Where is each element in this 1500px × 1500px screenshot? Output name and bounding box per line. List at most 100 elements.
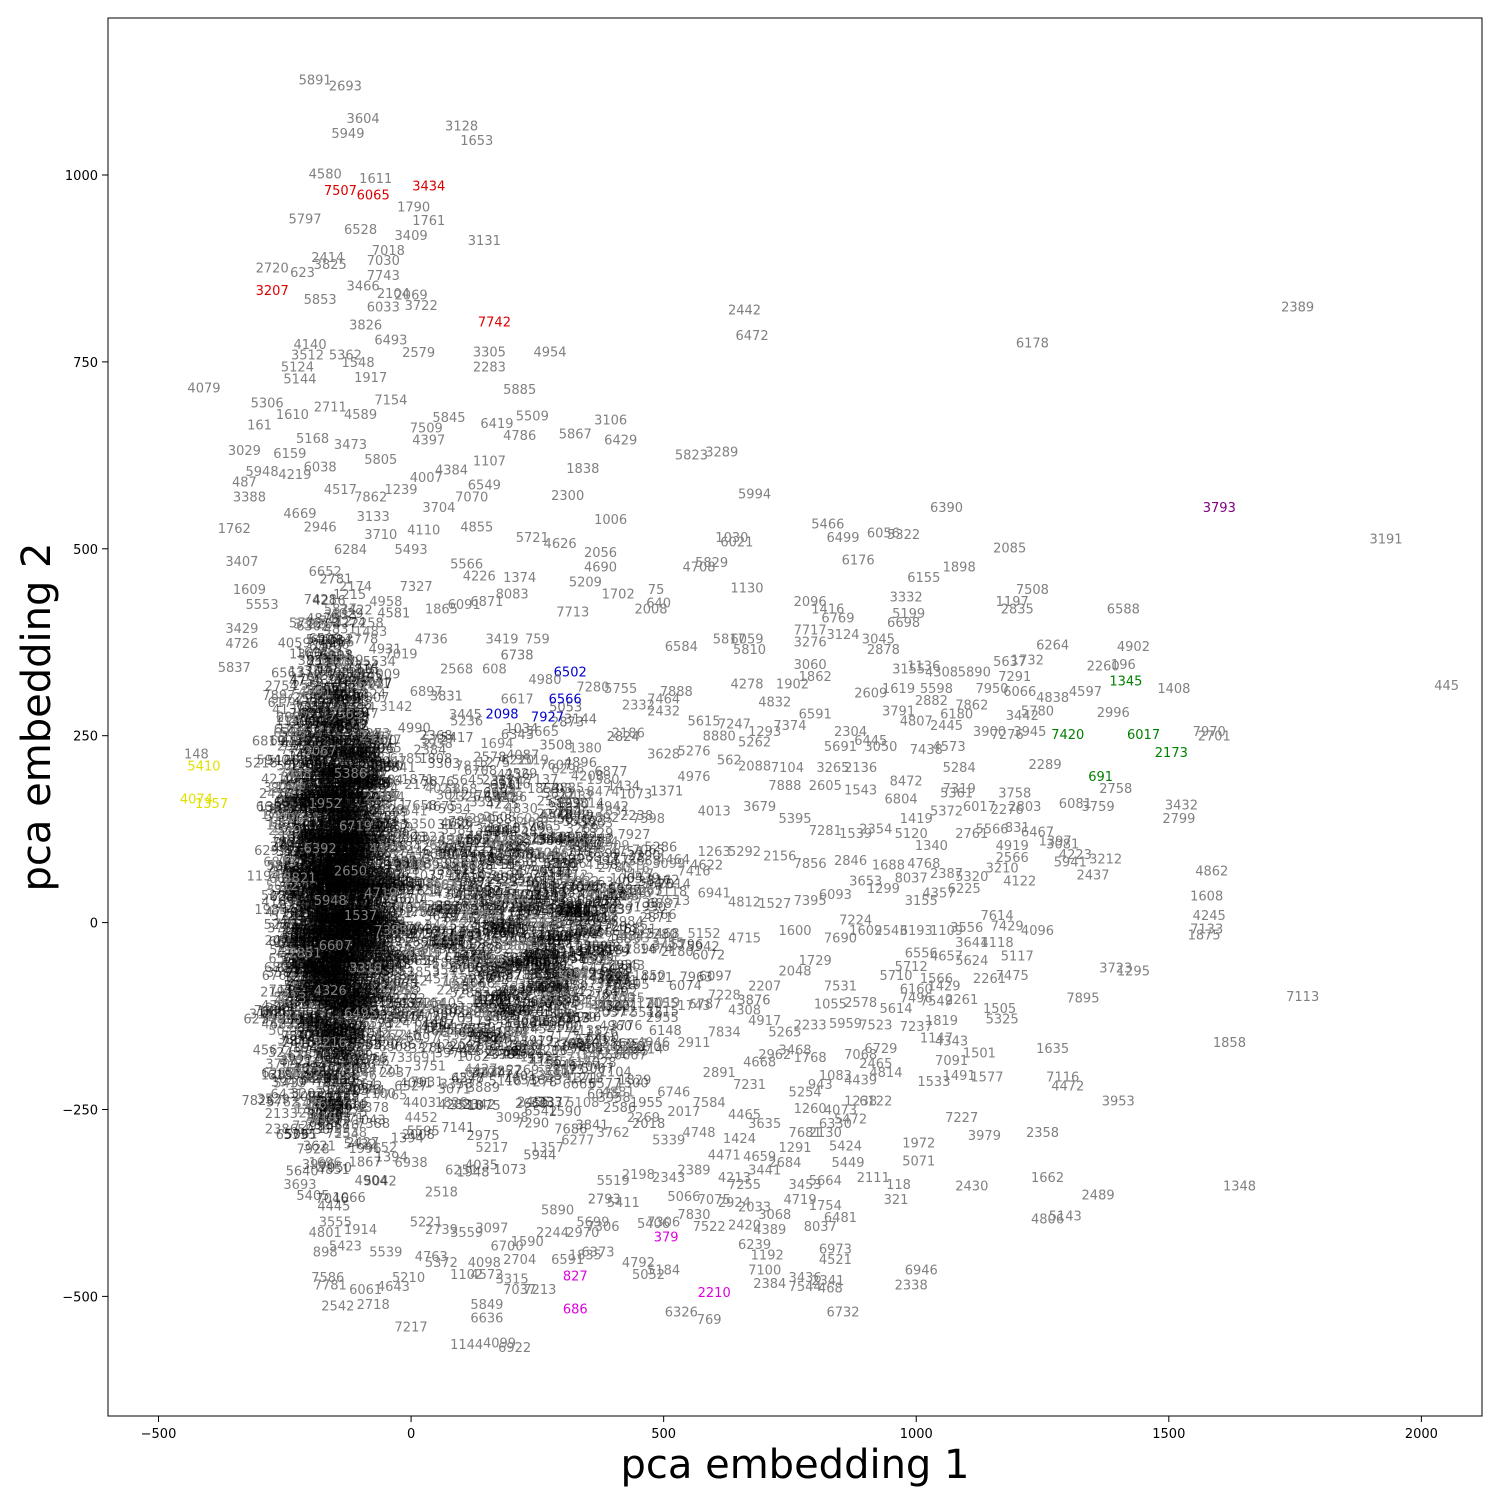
- svg-text:3717: 3717: [346, 891, 379, 906]
- point-label-5823: 5823: [675, 449, 708, 464]
- svg-text:7629: 7629: [363, 876, 396, 891]
- point-label-3417: 3417: [652, 939, 685, 954]
- point-label-6264: 6264: [1036, 638, 1069, 653]
- point-label-5598: 5598: [920, 682, 953, 697]
- svg-text:6394: 6394: [345, 752, 378, 767]
- point-label-5124: 5124: [281, 360, 314, 375]
- point-label-1819: 1819: [925, 1014, 958, 1029]
- svg-text:1468: 1468: [324, 928, 357, 943]
- svg-text:1512: 1512: [321, 951, 354, 966]
- point-label-6700: 6700: [491, 1240, 524, 1255]
- point-label-1102: 1102: [450, 1268, 483, 1283]
- point-label-2136: 2136: [844, 761, 877, 776]
- point-label-5948: 5948: [246, 465, 279, 480]
- svg-text:6210: 6210: [304, 726, 337, 741]
- point-label-1437: 1437: [561, 789, 594, 804]
- svg-text:4216: 4216: [313, 594, 346, 609]
- point-label-6607: 6607: [319, 939, 352, 954]
- svg-text:3364: 3364: [323, 865, 356, 880]
- point-label-2803: 2803: [1008, 800, 1041, 815]
- svg-text:5360: 5360: [307, 1112, 340, 1127]
- point-label-4768: 4768: [907, 857, 940, 872]
- point-label-5265: 5265: [768, 1026, 801, 1041]
- point-label-1543: 1543: [844, 784, 877, 799]
- point-label-161: 161: [247, 419, 272, 434]
- point-label-7224: 7224: [839, 914, 872, 929]
- svg-text:5987: 5987: [355, 769, 388, 784]
- point-label-1424: 1424: [723, 1132, 756, 1147]
- svg-text:2008: 2008: [402, 1128, 435, 1143]
- point-label-4881: 4881: [602, 1086, 635, 1101]
- svg-text:5824: 5824: [306, 864, 339, 879]
- svg-text:5095: 5095: [331, 751, 364, 766]
- svg-text:4225: 4225: [363, 742, 396, 757]
- svg-text:4441: 4441: [357, 677, 390, 692]
- point-label-6636: 6636: [470, 1311, 503, 1326]
- point-label-2605: 2605: [809, 779, 842, 794]
- point-label-2239: 2239: [268, 824, 301, 839]
- svg-text:6089: 6089: [336, 706, 369, 721]
- point-label-943: 943: [808, 1078, 833, 1093]
- point-label-4096: 4096: [1021, 924, 1054, 939]
- point-label-7429: 7429: [991, 920, 1024, 935]
- point-label-4659: 4659: [743, 1150, 776, 1165]
- point-label-3054: 3054: [556, 969, 589, 984]
- svg-text:5865: 5865: [293, 1010, 326, 1025]
- point-label-6897: 6897: [410, 685, 443, 700]
- svg-text:7829: 7829: [366, 914, 399, 929]
- point-label-7717: 7717: [794, 624, 827, 639]
- point-label-8880: 8880: [703, 730, 736, 745]
- point-label-2210: 2210: [698, 1286, 731, 1301]
- point-label-2289: 2289: [1029, 758, 1062, 773]
- svg-text:4768: 4768: [345, 933, 378, 948]
- point-label-7030: 7030: [367, 254, 400, 269]
- point-label-2167: 2167: [435, 932, 468, 947]
- point-label-6225: 6225: [948, 882, 981, 897]
- point-label-3979: 3979: [968, 1129, 1001, 1144]
- svg-text:2584: 2584: [370, 773, 403, 788]
- svg-text:1042: 1042: [298, 836, 331, 851]
- point-label-3131: 3131: [468, 234, 501, 249]
- point-label-3067: 3067: [304, 745, 337, 760]
- point-label-1865: 1865: [425, 603, 458, 618]
- point-label-7116: 7116: [1046, 1071, 1079, 1086]
- point-label-8031: 8031: [271, 782, 304, 797]
- point-label-7681: 7681: [789, 1126, 822, 1141]
- point-label-5829: 5829: [695, 556, 728, 571]
- svg-text:6662: 6662: [322, 1081, 355, 1096]
- point-label-2173: 2173: [1155, 746, 1188, 761]
- point-label-2758: 2758: [1099, 782, 1132, 797]
- point-label-4855: 4855: [460, 520, 493, 535]
- svg-text:3589: 3589: [566, 928, 599, 943]
- point-label-1030: 1030: [715, 531, 748, 546]
- point-label-6033: 6033: [367, 301, 400, 316]
- point-label-1397: 1397: [1039, 834, 1072, 849]
- svg-text:7820: 7820: [357, 935, 390, 950]
- svg-text:1043: 1043: [353, 1114, 386, 1129]
- point-label-6729: 6729: [864, 1042, 897, 1057]
- point-label-3512: 3512: [291, 348, 324, 363]
- point-label-5917: 5917: [455, 857, 488, 872]
- point-label-2946: 2946: [304, 520, 337, 535]
- point-label-7327: 7327: [400, 580, 433, 595]
- point-label-1988: 1988: [501, 939, 534, 954]
- point-label-2417: 2417: [359, 730, 392, 745]
- svg-text:1983: 1983: [254, 903, 287, 918]
- point-label-1566: 1566: [920, 972, 953, 987]
- svg-text:3063: 3063: [361, 822, 394, 837]
- svg-text:5340: 5340: [289, 1022, 322, 1037]
- svg-text:7938: 7938: [278, 991, 311, 1006]
- svg-text:7126: 7126: [321, 1002, 354, 1017]
- point-label-2739: 2739: [425, 1223, 458, 1238]
- svg-text:4924: 4924: [331, 893, 364, 908]
- svg-text:5859: 5859: [376, 870, 409, 885]
- point-label-5691: 5691: [824, 740, 857, 755]
- point-label-4219: 4219: [278, 468, 311, 483]
- point-label-1732: 1732: [1011, 653, 1044, 668]
- point-label-4472: 4472: [1051, 1080, 1084, 1095]
- svg-text:5506: 5506: [362, 834, 395, 849]
- point-label-2283: 2283: [473, 360, 506, 375]
- svg-text:3934: 3934: [278, 922, 311, 937]
- point-label-2878: 2878: [867, 643, 900, 658]
- point-label-1109: 1109: [930, 924, 963, 939]
